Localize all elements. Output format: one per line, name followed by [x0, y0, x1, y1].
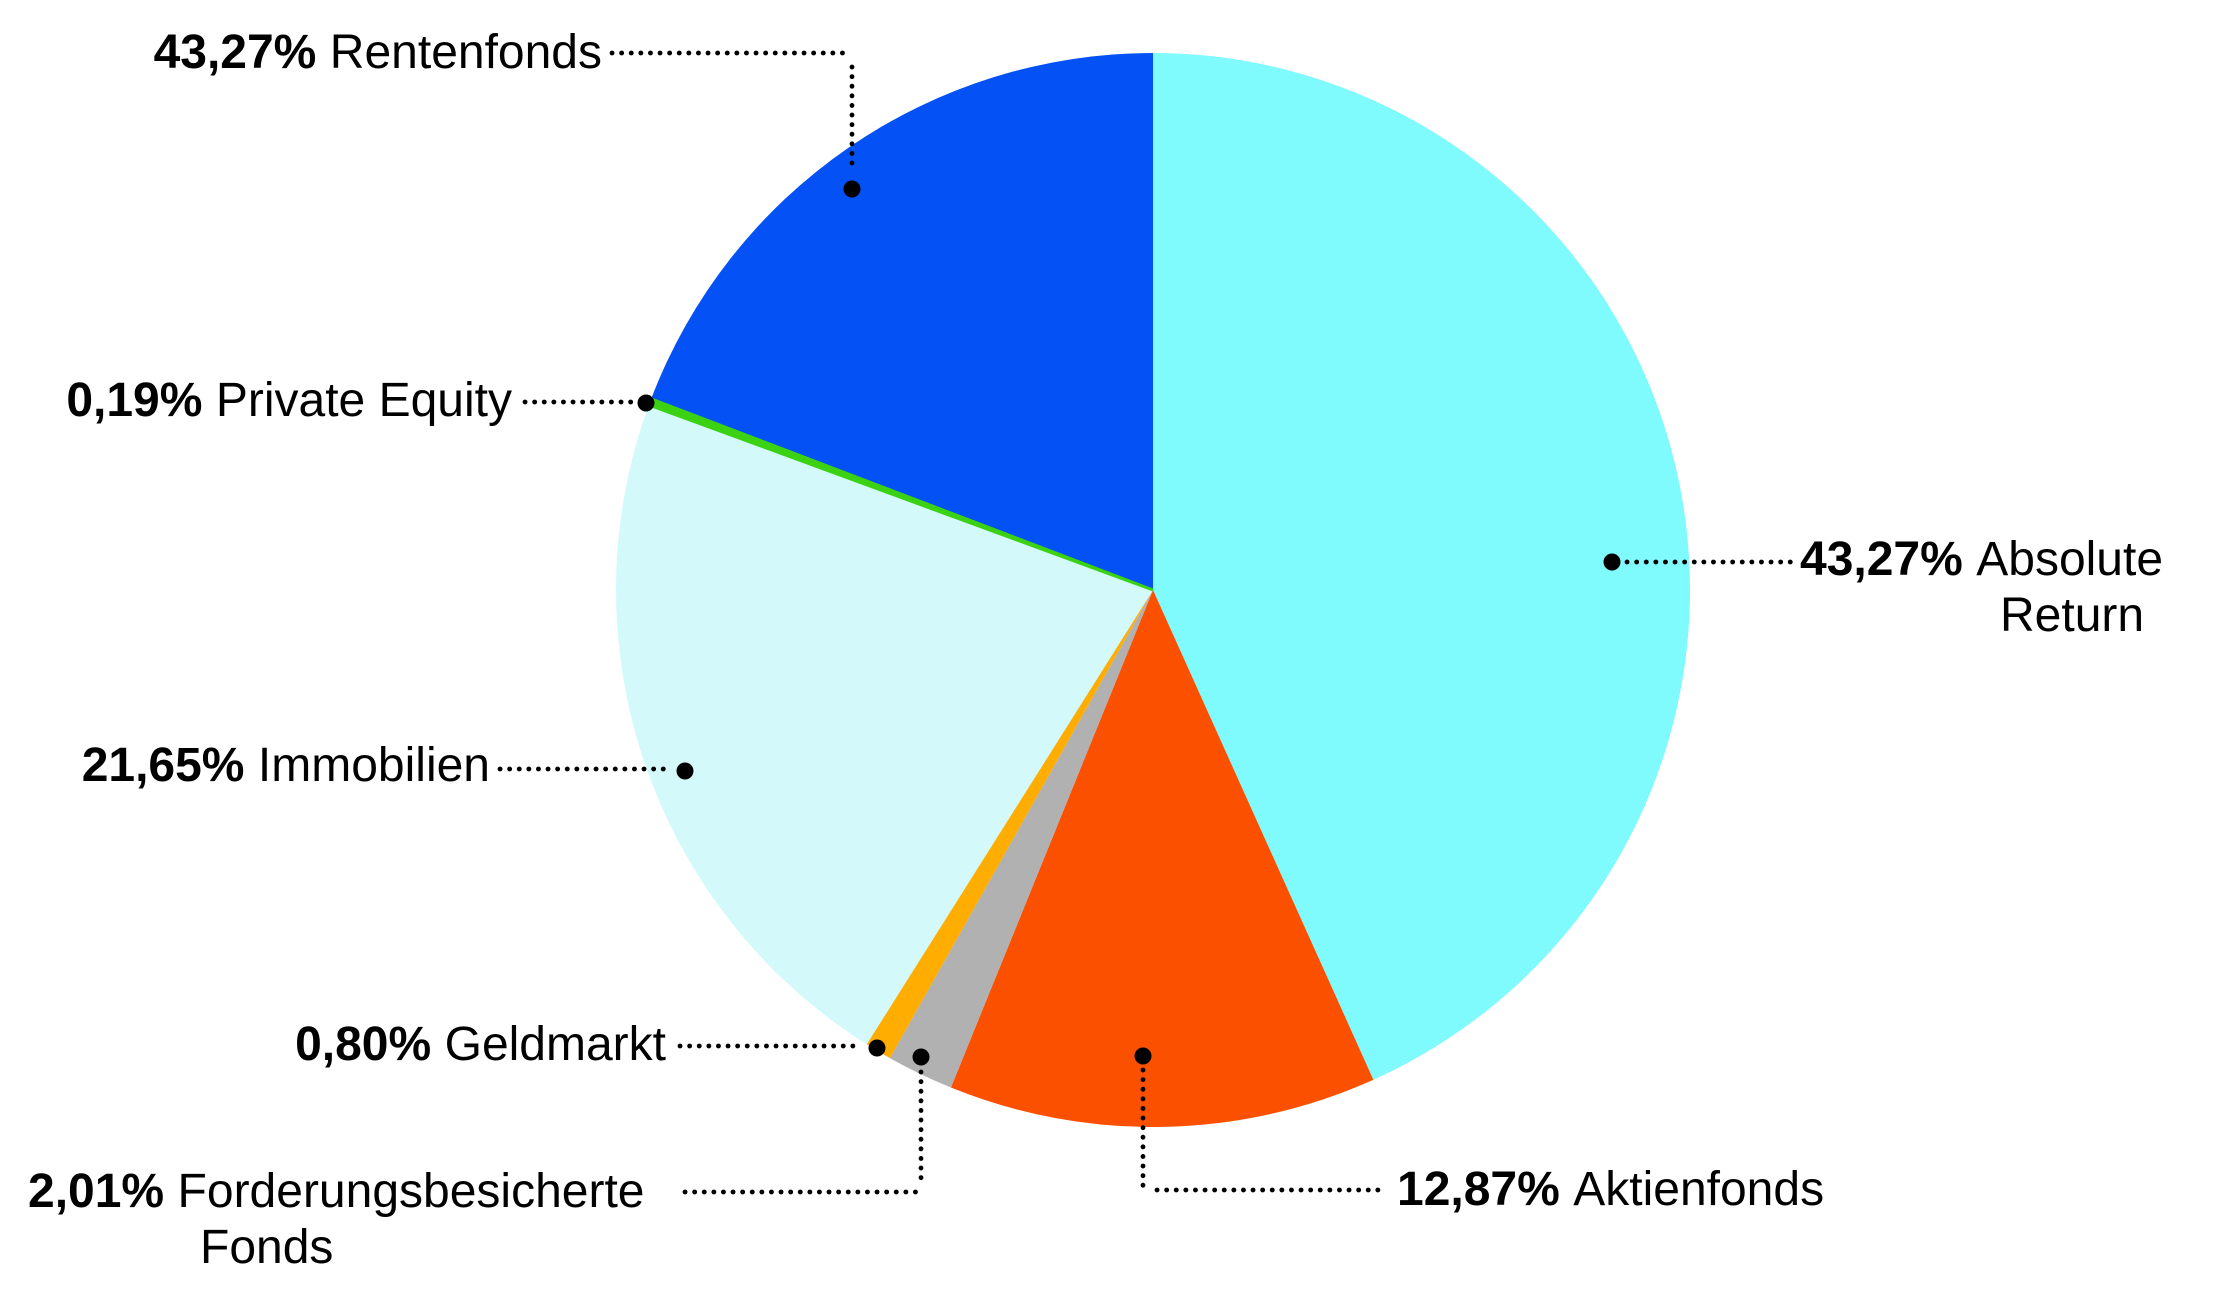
immobilien-percent: 21,65%	[81, 739, 245, 792]
leader-dot-forderungsbesicherte-fonds	[912, 1048, 930, 1066]
leader-dot-private-equity	[637, 394, 655, 412]
rentenfonds-name: Rentenfonds	[329, 26, 602, 79]
label-immobilien: 21,65% Immobilien	[82, 738, 490, 794]
absolute-return-name-line1: Absolute	[1976, 533, 2164, 586]
label-absolute-return: 43,27% Absolute Return	[1800, 532, 2163, 644]
pie-slice-aktienfonds	[950, 590, 1374, 1127]
pie-slice-rentenfonds	[651, 53, 1153, 590]
forderungsbesicherte-line1: 2,01% Forderungsbesicherte	[28, 1164, 644, 1220]
absolute-return-name-line2: Return	[2000, 589, 2145, 642]
geldmarkt-percent: 0,80%	[295, 1018, 432, 1071]
rentenfonds-percent: 43,27%	[153, 26, 317, 79]
leader-dot-rentenfonds	[843, 180, 861, 198]
aktienfonds-percent: 12,87%	[1397, 1163, 1560, 1216]
label-geldmarkt: 0,80% Geldmarkt	[295, 1017, 666, 1073]
absolute-return-line1: 43,27% Absolute	[1800, 532, 2163, 588]
pie-slice-forderungsbesicherte-fonds	[889, 590, 1153, 1088]
leader-dot-geldmarkt	[868, 1039, 886, 1057]
forderungsbesicherte-name-line1: Forderungsbesicherte	[177, 1165, 645, 1218]
leader-dot-aktienfonds	[1134, 1047, 1152, 1065]
label-rentenfonds: 43,27% Rentenfonds	[154, 25, 602, 81]
label-forderungsbesicherte-fonds: 2,01% Forderungsbesicherte Fonds	[28, 1164, 644, 1276]
forderungsbesicherte-name-line2: Fonds	[200, 1221, 334, 1274]
pie-slice-geldmarkt	[866, 590, 1153, 1059]
private-equity-percent: 0,19%	[66, 374, 203, 427]
pie-slice-absolute-return	[1153, 53, 1690, 1080]
pie-slice-immobilien	[616, 404, 1153, 1045]
immobilien-name: Immobilien	[257, 739, 490, 792]
label-private-equity: 0,19% Private Equity	[66, 373, 512, 429]
aktienfonds-name: Aktienfonds	[1573, 1163, 1825, 1216]
leader-dot-absolute-return	[1603, 553, 1621, 571]
forderungsbesicherte-percent: 2,01%	[28, 1165, 165, 1218]
leader-dot-immobilien	[676, 762, 694, 780]
geldmarkt-name: Geldmarkt	[444, 1018, 666, 1071]
label-aktienfonds: 12,87% Aktienfonds	[1397, 1162, 1824, 1218]
private-equity-name: Private Equity	[215, 374, 512, 427]
absolute-return-percent: 43,27%	[1800, 533, 1963, 586]
